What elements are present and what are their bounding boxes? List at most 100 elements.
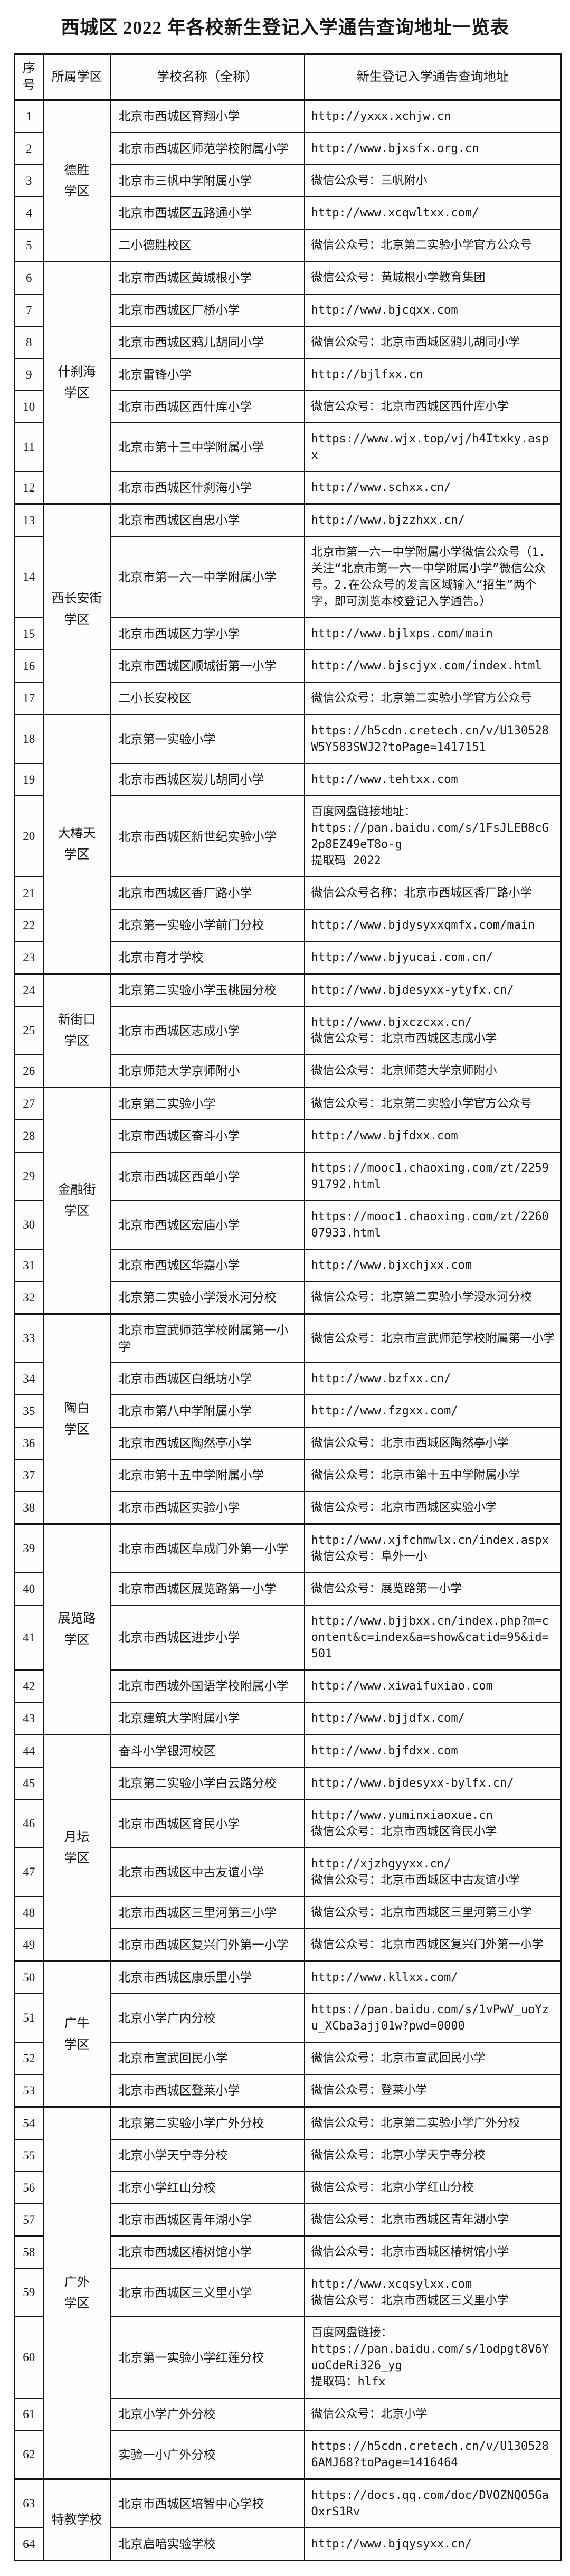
address-cell: http://www.tehtxx.com	[303, 763, 562, 796]
address-cell: http://www.kllxx.com/	[303, 1960, 562, 1994]
row-index: 47	[14, 1847, 44, 1897]
row-index: 48	[14, 1896, 44, 1929]
address-cell: 北京市第一六一中学附属小学微信公众号（1.关注“北京市第一六一中学附属小学”微信…	[303, 536, 562, 618]
address-cell: 微信公众号：北京市西城区鸦儿胡同小学	[303, 326, 562, 359]
table-row: 55 北京小学天宁寺分校 微信公众号：北京小学天宁寺分校	[14, 2139, 562, 2172]
row-index: 16	[14, 649, 44, 683]
address-cell: 微信公众号：北京第二实验小学官方公众号	[303, 682, 562, 715]
school-name-cell: 北京市西城区阜成门外第一小学	[110, 1523, 305, 1573]
school-name-cell: 北京第二实验小学	[110, 1087, 305, 1120]
table-row: 2 北京市西城区师范学校附属小学 http://www.bjxsfx.org.cn	[14, 132, 562, 165]
address-cell: http://www.bjdysyxxqmfx.com/main	[303, 909, 562, 942]
address-cell: 微信公众号：北京市宣武回民小学	[303, 2042, 562, 2075]
row-index: 1	[14, 99, 44, 133]
school-name-cell: 北京市西城区华嘉小学	[110, 1249, 305, 1282]
school-name-cell: 北京市西城区青年湖小学	[110, 2203, 305, 2237]
table-row: 24 新街口 学区 北京第二实验小学玉桃园分校 http://www.bjdesyxx…	[14, 973, 562, 1088]
address-cell: 微信公众号：北京市宣武师范学校附属第一小学	[303, 1313, 562, 1363]
table-row: 18 大椿天 学区 北京第一实验小学 https://h5cdn.cretech.cn…	[14, 714, 562, 975]
address-cell: http://www.bjyucai.com.cn/	[303, 941, 562, 975]
address-cell: http://bjlfxx.cn	[303, 358, 562, 391]
address-cell: 微信公众号名称：北京市西城区香厂路小学	[303, 876, 562, 910]
school-name-cell: 北京市西城区白纸坊小学	[110, 1362, 305, 1395]
school-name-cell: 北京市西城区厂桥小学	[110, 294, 305, 327]
school-name-cell: 北京建筑大学附属小学	[110, 1702, 305, 1735]
school-name-cell: 北京市西城区力学小学	[110, 617, 305, 650]
address-cell: https://docs.qq.com/doc/DVOZNQO5GaOxrS1R…	[303, 2478, 562, 2528]
row-index: 53	[14, 2074, 44, 2108]
row-index: 59	[14, 2268, 44, 2317]
row-index: 14	[14, 536, 44, 618]
school-name-cell: 北京市西城区中古友谊小学	[110, 1847, 305, 1897]
address-cell: https://h5cdn.cretech.cn/v/U1305286AMJ68…	[303, 2430, 562, 2480]
school-name-cell: 北京小学天宁寺分校	[110, 2139, 305, 2172]
table-row: 47 北京市西城区中古友谊小学 http://xjzhgyyxx.cn/ 微信公众号…	[14, 1847, 562, 1897]
row-index: 58	[14, 2235, 44, 2269]
address-cell: http://www.xcqsylxx.com 微信公众号：北京市西城区三义里小…	[303, 2268, 562, 2317]
row-index: 29	[14, 1152, 44, 1201]
address-cell: http://www.bjscjyx.com/index.html	[303, 649, 562, 683]
table-row: 7 北京市西城区厂桥小学 http://www.bjcqxx.com	[14, 294, 562, 327]
address-cell: https://mooc1.chaoxing.com/zt/226007933.…	[303, 1200, 562, 1250]
school-name-cell: 北京市西城区奋斗小学	[110, 1119, 305, 1153]
table-row: 36 北京市西城区陶然亭小学 微信公众号：北京市西城区陶然亭小学	[14, 1427, 562, 1460]
school-name-cell: 北京市西城区展览路第一小学	[110, 1572, 305, 1606]
row-index: 26	[14, 1054, 44, 1088]
table-row: 45 北京第二实验小学白云路分校 http://www.bjdesyxx-bylfx…	[14, 1767, 562, 1800]
school-name-cell: 北京市西城区三里河第三小学	[110, 1896, 305, 1929]
table-row: 32 北京第二实验小学涭水河分校 微信公众号：北京第二实验小学涭水河分校	[14, 1281, 562, 1315]
address-cell: https://www.wjx.top/vj/h4Itxky.aspx	[303, 422, 562, 472]
district-cell: 金融街 学区	[42, 1087, 111, 1315]
page-title: 西城区 2022 年各校新生登记入学通告查询地址一览表	[61, 17, 509, 38]
school-name-cell: 北京市西城区炭儿胡同小学	[110, 763, 305, 796]
address-cell: http://www.bjxsfx.org.cn	[303, 132, 562, 165]
school-name-cell: 北京第二实验小学涭水河分校	[110, 1281, 305, 1315]
school-name-cell: 北京市西城区康乐里小学	[110, 1960, 305, 1994]
row-index: 5	[14, 229, 44, 262]
row-index: 56	[14, 2171, 44, 2204]
school-name-cell: 北京第二实验小学白云路分校	[110, 1767, 305, 1800]
table-header: 序号 所属学区 学校名称（全称） 新生登记入学通告查询地址	[14, 53, 562, 101]
school-name-cell: 北京市西城区新世纪实验小学	[110, 795, 305, 877]
row-index: 9	[14, 358, 44, 391]
address-cell: 微信公众号：北京市西城区青年湖小学	[303, 2203, 562, 2237]
table-row: 25 北京市西城区志成小学 http://www.bjxczcxx.cn/ 微信公众…	[14, 1006, 562, 1055]
district-cell: 月坛 学区	[42, 1734, 111, 1962]
school-name-cell: 北京市宣武回民小学	[110, 2042, 305, 2075]
school-name-cell: 北京市第十三中学附属小学	[110, 422, 305, 472]
table-row: 33 陶白 学区 北京市宣武师范学校附属第一小学 微信公众号：北京市宣武师范学校附属第…	[14, 1313, 562, 1525]
table-row: 43 北京建筑大学附属小学 http://www.bjjdfx.com/	[14, 1702, 562, 1735]
row-index: 41	[14, 1605, 44, 1671]
school-name-cell: 北京市西城区三义里小学	[110, 2268, 305, 2317]
district-cell: 展览路 学区	[42, 1523, 111, 1735]
address-cell: 微信公众号：北京市西城区椿树馆小学	[303, 2235, 562, 2269]
school-name-cell: 北京师范大学京师附小	[110, 1054, 305, 1088]
address-cell: 微信公众号：北京第二实验小学官方公众号	[303, 1087, 562, 1120]
row-index: 55	[14, 2139, 44, 2172]
table-row: 49 北京市西城区复兴门外第一小学 微信公众号：北京市西城区复兴门外第一小学	[14, 1928, 562, 1962]
row-index: 21	[14, 876, 44, 910]
table-row: 15 北京市西城区力学小学 http://www.bjlxps.com/main	[14, 617, 562, 650]
address-cell: http://www.bjjbxx.cn/index.php?m=content…	[303, 1605, 562, 1671]
address-cell: http://www.bjqysyxx.cn/	[303, 2527, 562, 2561]
row-index: 2	[14, 132, 44, 165]
school-name-cell: 北京第二实验小学玉桃园分校	[110, 973, 305, 1007]
row-index: 10	[14, 390, 44, 423]
district-cell: 德胜 学区	[42, 99, 111, 262]
school-name-cell: 北京市第八中学附属小学	[110, 1394, 305, 1428]
row-index: 61	[14, 2398, 44, 2431]
table-row: 3 北京市三帆中学附属小学 微信公众号：三帆附小	[14, 164, 562, 197]
address-cell: http://xjzhgyyxx.cn/ 微信公众号：北京市西城区中古友谊小学	[303, 1847, 562, 1897]
address-cell: 百度网盘链接地址： https://pan.baidu.com/s/1FsJLE…	[303, 795, 562, 877]
enrollment-table: 序号 所属学区 学校名称（全称） 新生登记入学通告查询地址 1 德胜 学区北京市西…	[14, 53, 562, 2561]
school-name-cell: 北京市西城区进步小学	[110, 1605, 305, 1671]
school-name-cell: 北京市西城区顺城街第一小学	[110, 649, 305, 683]
row-index: 42	[14, 1669, 44, 1703]
district-cell: 广牛 学区	[42, 1960, 111, 2108]
school-name-cell: 北京第一实验小学红莲分校	[110, 2316, 305, 2399]
table-row: 22 北京第一实验小学前门分校 http://www.bjdysyxxqmfx.co…	[14, 909, 562, 942]
row-index: 38	[14, 1491, 44, 1525]
school-name-cell: 奋斗小学银河校区	[110, 1734, 305, 1768]
row-index: 11	[14, 422, 44, 472]
address-cell: 百度网盘链接： https://pan.baidu.com/s/1odpgt8V…	[303, 2316, 562, 2399]
